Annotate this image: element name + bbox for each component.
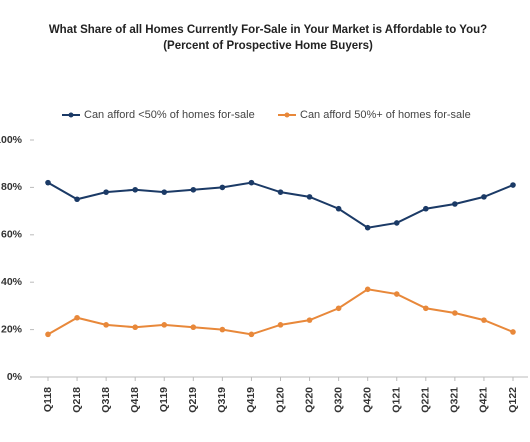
x-tick-label: Q321 bbox=[449, 387, 461, 413]
chart-title: What Share of all Homes Currently For-Sa… bbox=[49, 24, 487, 36]
y-tick-label: 40% bbox=[1, 276, 23, 288]
point bbox=[306, 317, 313, 323]
x-tick-label: Q122 bbox=[507, 387, 519, 413]
x-tick-label: Q421 bbox=[478, 387, 490, 413]
point bbox=[219, 184, 226, 191]
x-tick-label: Q219 bbox=[187, 387, 199, 413]
x-tick-label: Q220 bbox=[303, 387, 315, 413]
point bbox=[190, 324, 197, 331]
point bbox=[423, 305, 429, 312]
point bbox=[103, 189, 109, 195]
legend-marker bbox=[68, 112, 74, 118]
x-tick-label: Q121 bbox=[391, 387, 403, 413]
point bbox=[45, 331, 51, 338]
point bbox=[45, 179, 51, 186]
x-tick-label: Q418 bbox=[129, 387, 141, 413]
point bbox=[335, 205, 342, 212]
point bbox=[219, 326, 226, 333]
x-tick-label: Q221 bbox=[420, 387, 432, 413]
x-tick-label: Q320 bbox=[332, 387, 344, 413]
point bbox=[190, 186, 197, 193]
point bbox=[277, 189, 284, 195]
point bbox=[335, 305, 342, 312]
y-tick-label: 0% bbox=[7, 371, 23, 383]
y-tick-label: 80% bbox=[1, 181, 23, 193]
y-tick-label: 20% bbox=[1, 323, 23, 335]
chart-subtitle: (Percent of Prospective Home Buyers) bbox=[163, 40, 373, 52]
legend-label: Can afford <50% of homes for-sale bbox=[84, 109, 255, 121]
legend-marker bbox=[284, 112, 290, 118]
point bbox=[481, 317, 487, 323]
point bbox=[306, 194, 313, 200]
x-tick-label: Q120 bbox=[274, 387, 286, 413]
x-tick-label: Q420 bbox=[361, 387, 373, 413]
point bbox=[510, 329, 516, 335]
y-tick-label: 100% bbox=[0, 134, 23, 146]
point bbox=[277, 322, 284, 328]
point bbox=[132, 324, 138, 331]
point bbox=[248, 179, 255, 186]
point bbox=[423, 205, 429, 212]
point bbox=[452, 310, 458, 316]
point bbox=[364, 286, 371, 293]
x-tick-label: Q419 bbox=[245, 387, 257, 413]
point bbox=[510, 182, 516, 188]
point bbox=[248, 331, 255, 338]
legend-label: Can afford 50%+ of homes for-sale bbox=[300, 109, 471, 121]
x-tick-label: Q118 bbox=[42, 387, 54, 412]
point bbox=[161, 322, 168, 328]
point bbox=[74, 196, 80, 203]
x-tick-label: Q319 bbox=[216, 387, 228, 413]
point bbox=[132, 186, 138, 193]
y-tick-label: 60% bbox=[1, 229, 23, 241]
point bbox=[103, 322, 109, 328]
point bbox=[393, 220, 400, 226]
x-tick-label: Q318 bbox=[100, 387, 112, 413]
x-tick-label: Q119 bbox=[158, 387, 170, 412]
point bbox=[364, 224, 371, 231]
point bbox=[393, 291, 400, 297]
point bbox=[74, 314, 80, 321]
point bbox=[481, 194, 487, 200]
x-tick-label: Q218 bbox=[71, 387, 83, 413]
point bbox=[452, 201, 458, 207]
point bbox=[161, 189, 168, 195]
